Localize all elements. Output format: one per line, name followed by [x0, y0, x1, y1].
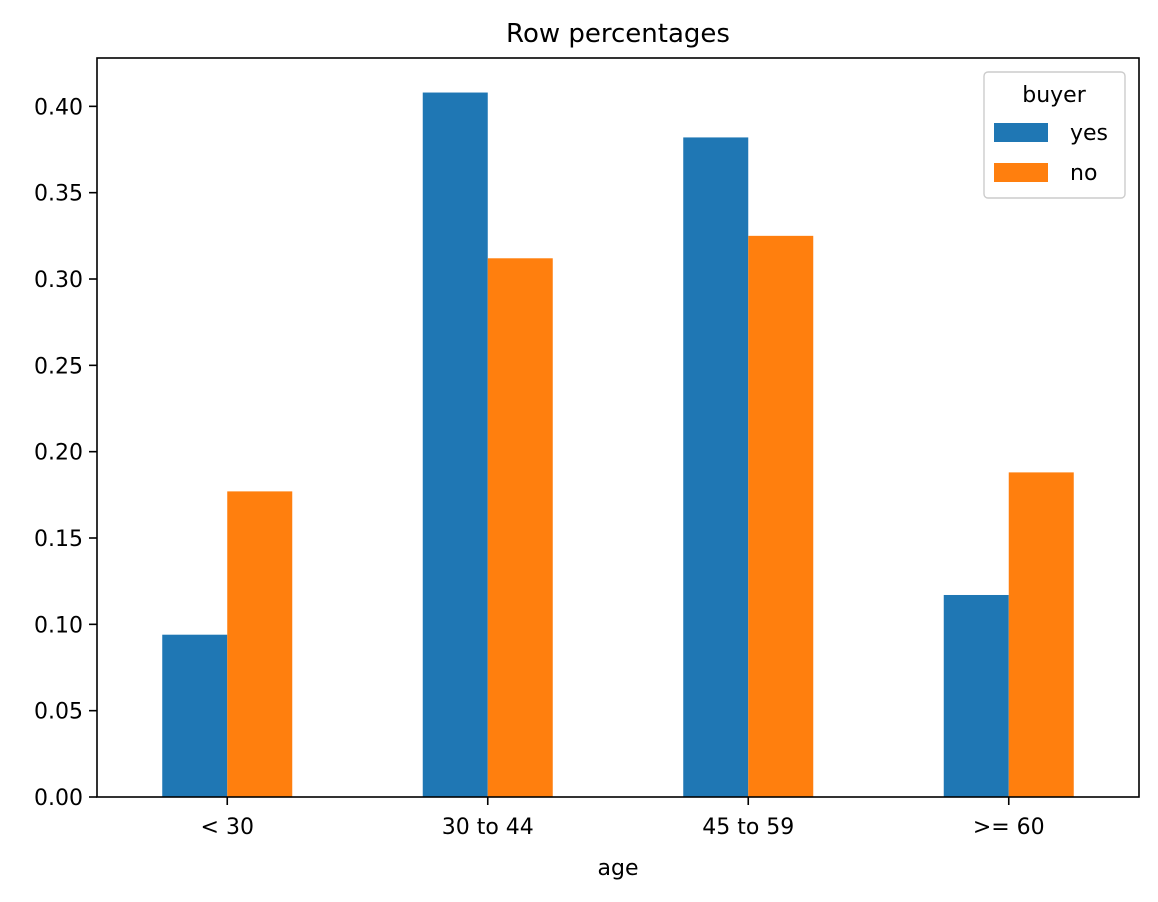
y-tick-label-5: 0.25 [34, 354, 83, 379]
y-tick-label-2: 0.10 [34, 613, 83, 638]
legend-swatch-yes [994, 123, 1048, 142]
x-tick-label-3: >= 60 [973, 815, 1045, 840]
x-axis: < 30 30 to 44 45 to 59 >= 60 [201, 797, 1045, 840]
x-tick-label-0: < 30 [201, 815, 254, 840]
bar-yes-2 [683, 137, 749, 797]
y-tick-label-3: 0.15 [34, 527, 83, 552]
legend-title: buyer [1022, 83, 1086, 108]
y-tick-label-4: 0.20 [34, 441, 83, 466]
x-tick-label-2: 45 to 59 [702, 815, 794, 840]
x-tick-label-1: 30 to 44 [442, 815, 534, 840]
bar-yes-0 [162, 634, 228, 797]
y-tick-label-1: 0.05 [34, 700, 83, 725]
plot-area-frame [96, 57, 1140, 798]
y-tick-label-6: 0.30 [34, 268, 83, 293]
bar-yes-3 [943, 594, 1009, 797]
chart-title: Row percentages [506, 19, 730, 49]
legend-swatch-no [994, 163, 1048, 182]
legend-label-yes: yes [1070, 121, 1108, 146]
y-tick-label-8: 0.40 [34, 95, 83, 120]
bar-no-2 [748, 235, 814, 798]
y-tick-label-7: 0.35 [34, 182, 83, 207]
y-tick-label-0: 0.00 [34, 786, 83, 811]
x-axis-label: age [598, 856, 639, 881]
bars-layer [162, 92, 1074, 798]
legend: buyer yes no [983, 71, 1126, 199]
bar-yes-1 [422, 92, 488, 797]
bar-no-1 [487, 258, 553, 797]
legend-label-no: no [1070, 161, 1097, 186]
bar-no-3 [1008, 472, 1074, 797]
bar-no-0 [227, 491, 293, 797]
y-axis: 0.00 0.05 0.10 0.15 0.20 0.25 0.30 0.35 0.40 [34, 95, 97, 811]
